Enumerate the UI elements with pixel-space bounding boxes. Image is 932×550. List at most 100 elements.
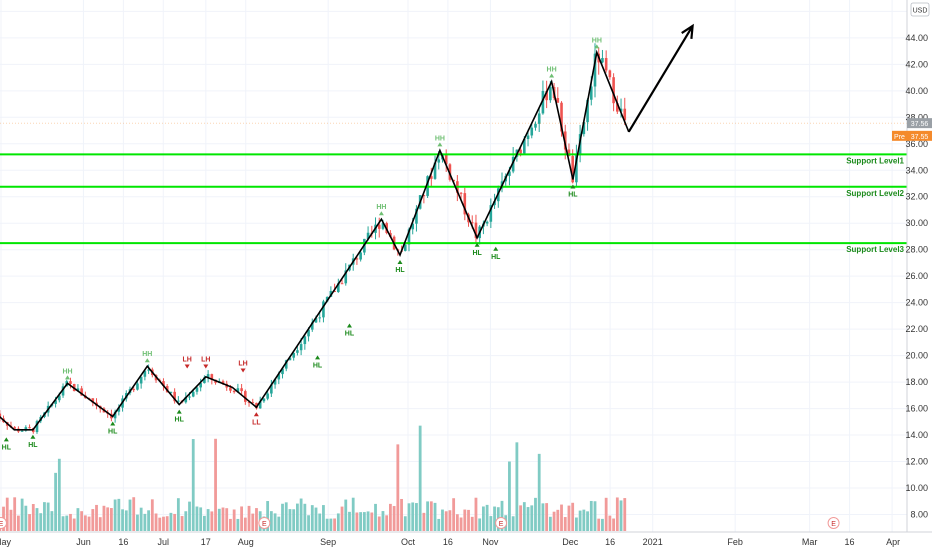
candle-body	[601, 58, 604, 63]
volume-bar	[273, 513, 277, 531]
gridlines	[0, 0, 907, 532]
x-tick-label: Sep	[320, 537, 336, 547]
candle-body	[284, 360, 288, 369]
candle-body	[292, 352, 295, 358]
y-tick-label: 12.00	[905, 457, 928, 467]
volume-bar	[277, 516, 281, 531]
volume-bar	[619, 500, 623, 531]
volume-bar	[459, 517, 463, 531]
volume-bar	[567, 505, 571, 531]
volume-bar	[221, 507, 225, 531]
volume-bar	[191, 439, 195, 531]
volume-bar	[541, 503, 545, 531]
pivot-marker	[253, 412, 259, 417]
volume-bar	[452, 498, 456, 531]
pivot-marker	[493, 246, 499, 251]
volume-bar	[597, 518, 601, 531]
candle-body	[322, 301, 325, 318]
candle-body	[526, 135, 530, 140]
candle-body	[184, 397, 188, 403]
volume-bar	[593, 501, 597, 531]
volume-bar	[333, 518, 336, 531]
volume-bar	[132, 497, 136, 531]
volume-bar	[530, 505, 534, 531]
candle-body	[273, 379, 277, 385]
pivot-label-hh: HH	[435, 135, 445, 142]
candle-body	[537, 113, 541, 124]
pivot-marker	[397, 259, 403, 264]
pivot-marker	[378, 211, 384, 216]
candle-body	[359, 252, 362, 260]
candle-body	[407, 229, 411, 245]
pivot-label-lh: LH	[238, 360, 247, 367]
candle-body	[340, 283, 344, 285]
volume-bar	[184, 511, 188, 531]
y-tick-label: 32.00	[905, 192, 928, 202]
candle-body	[221, 381, 225, 384]
volume-bar	[489, 516, 493, 531]
support-label: Support Level3	[846, 245, 904, 254]
volume-bar	[493, 506, 496, 531]
candle-body	[623, 108, 627, 121]
candle-body	[244, 391, 247, 402]
volume-bar	[180, 516, 184, 531]
y-tick-label: 20.00	[905, 351, 928, 361]
pivot-zigzag-line	[0, 49, 630, 431]
volume-bar	[54, 472, 57, 531]
pivot-label-hl: HL	[2, 444, 12, 451]
volume-bar	[169, 512, 173, 531]
volume-bar	[87, 516, 91, 531]
volume-bar	[589, 500, 593, 531]
volume-bar	[281, 503, 284, 531]
volume-bar	[303, 503, 307, 531]
pivot-marker	[570, 184, 576, 189]
candle-body	[586, 99, 589, 123]
pre-market-label: Pre	[894, 134, 905, 141]
volume-bar	[307, 515, 310, 531]
candle-body	[0, 413, 2, 419]
pivot-marker	[346, 323, 352, 328]
volume-bar	[269, 511, 273, 531]
volume-bar	[340, 506, 344, 531]
volume-bar	[310, 505, 314, 531]
volume-bar	[403, 516, 407, 531]
candle-body	[541, 91, 545, 114]
candle-body	[24, 427, 28, 431]
candle-body	[485, 221, 489, 224]
volume-bar	[545, 503, 549, 531]
volume-bar	[329, 518, 333, 531]
candle-body	[147, 369, 150, 371]
volume-bar	[355, 512, 359, 531]
volume-bar	[433, 502, 437, 531]
volume-bar	[381, 511, 385, 531]
volume-bar	[57, 458, 61, 531]
volume-bar	[604, 497, 608, 531]
volume-bar	[299, 498, 303, 531]
candle-body	[255, 402, 258, 409]
volume-bar	[83, 515, 87, 531]
volume-bar	[124, 510, 128, 531]
earnings-marker-text: E	[831, 521, 836, 528]
volume-bar	[374, 503, 377, 531]
volume-bar	[448, 510, 452, 531]
pivot-label-hh: HH	[62, 368, 72, 375]
candle-body	[58, 395, 61, 401]
y-tick-label: 36.00	[905, 139, 928, 149]
candle-body	[616, 103, 619, 112]
currency-box	[910, 2, 930, 17]
x-tick-label: May	[0, 537, 12, 547]
volume-bar	[623, 498, 627, 531]
volume-bars	[0, 425, 627, 531]
y-tick-label: 26.00	[905, 271, 928, 281]
y-tick-label: 34.00	[905, 165, 928, 175]
volume-bar	[20, 498, 24, 531]
volume-bar	[325, 518, 329, 531]
volume-bar	[485, 504, 489, 531]
volume-bar	[429, 501, 433, 531]
x-axis-bg	[0, 532, 907, 550]
candle-body	[258, 401, 262, 409]
volume-bar	[400, 498, 403, 531]
